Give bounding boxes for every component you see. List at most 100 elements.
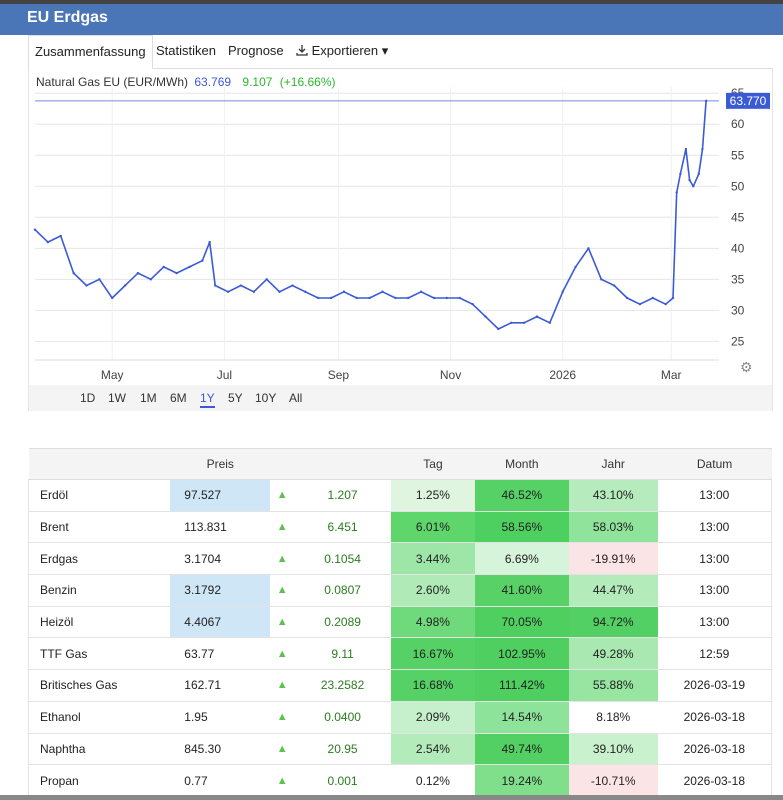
row-name[interactable]: TTF Gas [28, 637, 171, 671]
table-row[interactable]: Britisches Gas 162.71 ▲ 23.2582 16.68% 111.42… [28, 669, 772, 702]
series-line [34, 100, 707, 330]
col-month: Month [474, 448, 569, 480]
data-point [59, 234, 62, 238]
line-chart-svg[interactable]: 253035404550556065MayJulSepNov2026Mar63.… [29, 69, 772, 385]
data-point [304, 290, 307, 293]
y-tick-label: 35 [731, 272, 745, 286]
app-header: EU Erdgas [0, 4, 783, 35]
up-arrow-icon: ▲ [270, 637, 295, 671]
data-point [692, 185, 695, 188]
table-row[interactable]: TTF Gas 63.77 ▲ 9.11 16.67% 102.95% 49.28% 12:5… [28, 637, 772, 671]
row-month-pct: 14.54% [474, 701, 569, 734]
data-point [175, 271, 178, 275]
table-header-row: Preis Tag Month Jahr Datum [28, 448, 772, 480]
data-point [684, 147, 688, 151]
table-row[interactable]: Naphtha 845.30 ▲ 20.95 2.54% 49.74% 39.10% 2026… [28, 733, 772, 766]
row-change: 0.0400 [294, 701, 391, 734]
data-point [329, 296, 333, 300]
y-tick-label: 40 [731, 241, 745, 255]
row-day-pct: 0.12% [391, 764, 475, 797]
data-point [600, 278, 603, 281]
row-year-pct: 39.10% [568, 733, 658, 766]
up-arrow-icon: ▲ [270, 606, 295, 639]
col-arrow [270, 448, 295, 480]
y-tick-label: 60 [731, 117, 745, 131]
range-1m[interactable]: 1M [140, 391, 157, 405]
row-day-pct: 6.01% [391, 511, 475, 544]
data-point [675, 191, 678, 194]
last-value-label: 63.770 [730, 94, 767, 108]
row-name[interactable]: Benzin [28, 574, 171, 607]
table-row[interactable]: Heizöl 4.4067 ▲ 0.2089 4.98% 70.05% 94.72% 13:0… [28, 606, 772, 639]
range-all[interactable]: All [289, 391, 303, 405]
row-name[interactable]: Ethanol [28, 701, 171, 734]
row-name[interactable]: Britisches Gas [28, 669, 171, 702]
data-point [111, 296, 114, 300]
col-name [28, 448, 171, 480]
legend-pct: (+16.66%) [279, 75, 336, 89]
legend-name: Natural Gas EU (EUR/MWh) [36, 75, 189, 89]
row-change: 0.2089 [294, 606, 391, 639]
data-point [638, 302, 642, 306]
page-title: EU Erdgas [27, 9, 108, 26]
data-point [548, 321, 552, 324]
data-point [278, 290, 281, 293]
export-label: Exportieren ▾ [311, 43, 389, 58]
col-preis: Preis [170, 448, 271, 480]
range-1y[interactable]: 1Y [200, 391, 215, 408]
row-name[interactable]: Naphtha [28, 733, 171, 766]
data-point [704, 99, 708, 103]
row-change: 20.95 [294, 733, 391, 766]
table-row[interactable]: Propan 0.77 ▲ 0.001 0.12% 19.24% -10.71% 2026-0… [28, 764, 772, 797]
row-name[interactable]: Erdöl [28, 479, 171, 512]
data-point [561, 290, 564, 293]
y-tick-label: 30 [731, 303, 745, 317]
tab-exportieren[interactable]: Exportieren ▾ [290, 35, 394, 69]
download-icon [296, 45, 308, 56]
data-point [208, 240, 211, 244]
row-name[interactable]: Erdgas [28, 542, 171, 576]
row-month-pct: 41.60% [474, 574, 569, 607]
x-tick-label: May [101, 368, 124, 382]
table-row[interactable]: Benzin 3.1792 ▲ 0.0807 2.60% 41.60% 44.47% 13:0… [28, 574, 772, 607]
x-tick-label: Nov [440, 368, 461, 382]
data-point [252, 290, 256, 293]
range-5y[interactable]: 5Y [228, 391, 243, 405]
tab-zusammenfassung[interactable]: Zusammenfassung [28, 35, 153, 69]
col-datum: Datum [657, 448, 772, 480]
table-row[interactable]: Erdöl 97.527 ▲ 1.207 1.25% 46.52% 43.10% 13:00 [28, 479, 772, 512]
row-price: 97.527 [170, 479, 271, 512]
row-name[interactable]: Propan [28, 764, 171, 797]
legend-change: 9.107 [242, 75, 273, 89]
data-point [664, 302, 667, 306]
range-1w[interactable]: 1W [108, 391, 126, 405]
range-1d[interactable]: 1D [80, 391, 96, 405]
data-point [651, 296, 655, 300]
range-6m[interactable]: 6M [170, 391, 187, 405]
table-row[interactable]: Brent 113.831 ▲ 6.451 6.01% 58.56% 58.03% 13:00 [28, 511, 772, 544]
tab-prognose[interactable]: Prognose [228, 43, 284, 58]
data-point [33, 228, 37, 231]
row-month-pct: 58.56% [474, 511, 569, 544]
up-arrow-icon: ▲ [270, 542, 295, 576]
row-date: 2026-03-18 [657, 764, 772, 797]
row-name[interactable]: Heizöl [28, 606, 171, 639]
range-10y[interactable]: 10Y [255, 391, 277, 405]
settings-gear-icon[interactable]: ⚙ [740, 359, 753, 375]
table-row[interactable]: Erdgas 3.1704 ▲ 0.1054 3.44% 6.69% -19.91% 13:0… [28, 542, 772, 576]
data-point [394, 296, 397, 300]
tab-statistiken[interactable]: Statistiken [156, 43, 216, 58]
row-price: 63.77 [170, 637, 271, 671]
up-arrow-icon: ▲ [270, 733, 295, 766]
row-date: 13:00 [657, 511, 772, 544]
row-name[interactable]: Brent [28, 511, 171, 544]
row-price: 3.1792 [170, 574, 271, 607]
up-arrow-icon: ▲ [270, 574, 295, 607]
top-border [0, 0, 783, 4]
table-row[interactable]: Ethanol 1.95 ▲ 0.0400 2.09% 14.54% 8.18% 2026-0… [28, 701, 772, 734]
y-tick-label: 45 [731, 210, 745, 224]
row-day-pct: 4.98% [391, 606, 475, 639]
data-point [510, 321, 513, 324]
row-change: 0.0807 [294, 574, 391, 607]
col-tag: Tag [391, 448, 475, 480]
